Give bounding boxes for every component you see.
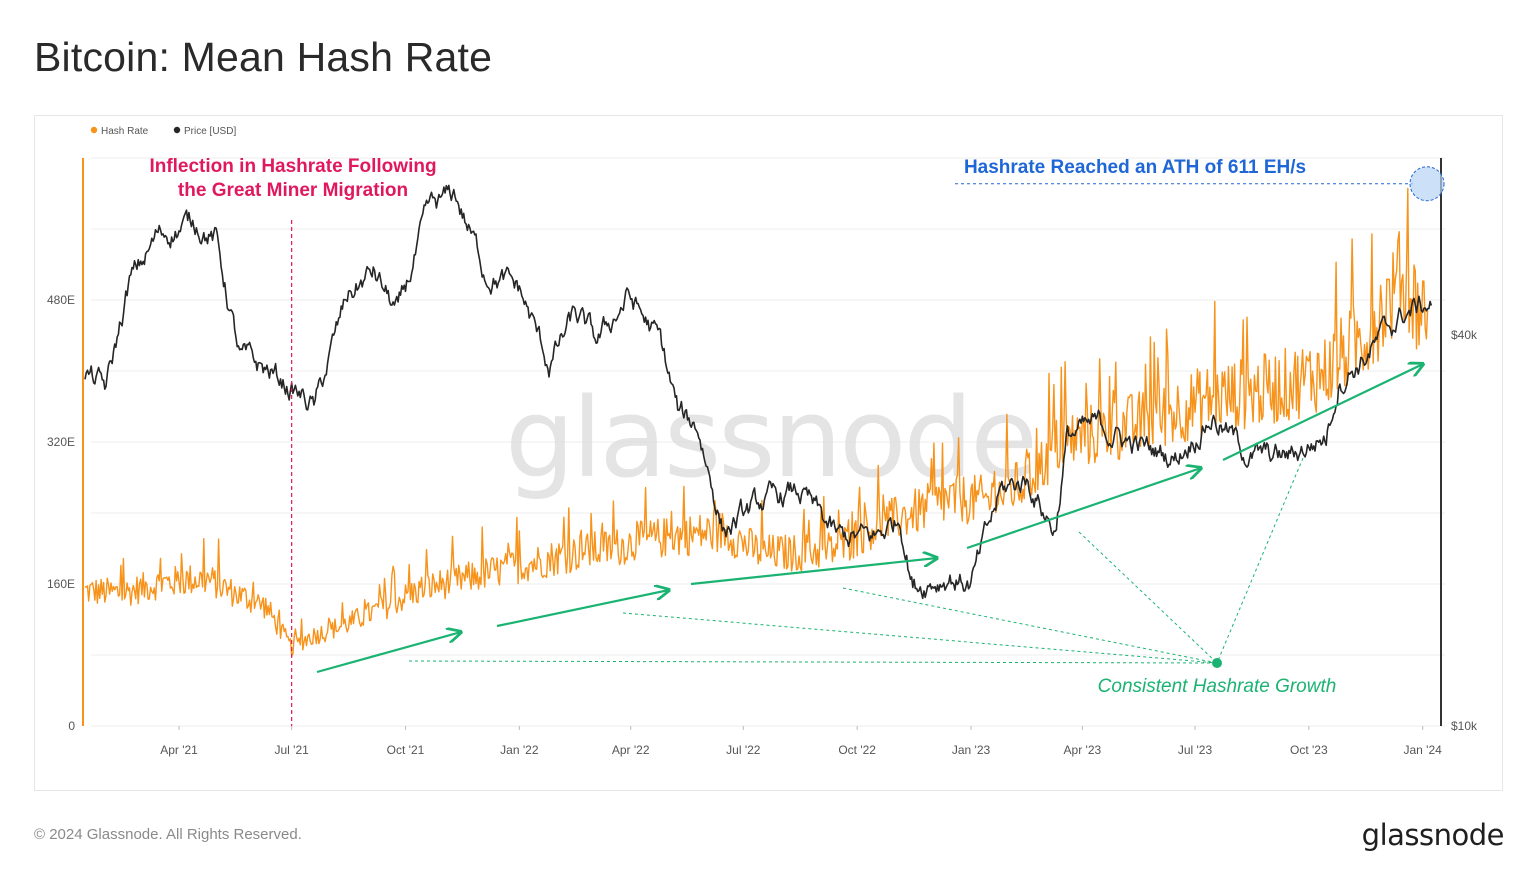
y-right-tick-label: $40k <box>1451 328 1478 342</box>
axes: 0 160E 320E 480E $10k $40k Apr '21 Jul '21 Oct '… <box>47 158 1478 757</box>
legend: Hash Rate Price [USD] <box>90 126 236 137</box>
growth-connector-line <box>408 660 1218 664</box>
x-tick-label: Oct '21 <box>387 743 425 757</box>
inflection-annotation-text: Inflection in Hashrate Following <box>149 156 436 177</box>
x-tick-label: Apr '21 <box>160 743 198 757</box>
y-left-tick-label: 320E <box>47 435 75 449</box>
growth-connector-line <box>1078 531 1218 664</box>
y-left-tick-label: 480E <box>47 293 75 307</box>
legend-label-hash-rate: Hash Rate <box>101 126 149 137</box>
y-right-tick-label: $10k <box>1451 719 1478 733</box>
growth-connector-line <box>842 587 1218 664</box>
copyright-text: © 2024 Glassnode. All Rights Reserved. <box>34 826 302 843</box>
growth-annotation-text: Consistent Hashrate Growth <box>1098 676 1337 697</box>
x-tick-label: Oct '22 <box>838 743 876 757</box>
hash-rate-line <box>84 187 1429 657</box>
x-tick-label: Jul '23 <box>1178 743 1213 757</box>
growth-arrow <box>690 558 937 586</box>
growth-arrow <box>966 468 1201 550</box>
legend-swatch-price <box>173 126 181 134</box>
x-tick-label: Jan '23 <box>952 743 991 757</box>
x-tick-label: Jul '22 <box>726 743 761 757</box>
grid-lines <box>91 157 1445 727</box>
legend-swatch-hash-rate <box>90 126 98 134</box>
series-lines <box>84 184 1433 657</box>
legend-label-price: Price [USD] <box>184 126 236 137</box>
x-tick-label: Apr '22 <box>612 743 650 757</box>
growth-arrow <box>1222 364 1423 461</box>
price-line <box>84 184 1433 600</box>
hash-rate-chart: glassnode 0 160E 320E 480E $10k $40k Apr '21 Ju… <box>47 126 1478 757</box>
ath-annotation-text: Hashrate Reached an ATH of 611 EH/s <box>964 157 1306 178</box>
growth-arrow <box>316 632 461 674</box>
growth-hub-dot <box>1212 658 1222 668</box>
x-tick-label: Apr '23 <box>1064 743 1102 757</box>
watermark-text: glassnode <box>505 374 1035 502</box>
page-title: Bitcoin: Mean Hash Rate <box>34 34 493 80</box>
y-left-tick-label: 160E <box>47 577 75 591</box>
x-tick-label: Jul '21 <box>274 743 309 757</box>
y-left-tick-label: 0 <box>68 719 75 733</box>
x-tick-label: Jan '22 <box>500 743 539 757</box>
growth-arrow <box>496 590 669 628</box>
x-tick-label: Jan '24 <box>1404 743 1443 757</box>
annotations: Inflection in Hashrate Following the Grea… <box>149 156 1445 726</box>
glassnode-logo: glassnode <box>1361 818 1505 852</box>
ath-highlight-circle <box>1409 166 1445 202</box>
x-tick-label: Oct '23 <box>1290 743 1328 757</box>
growth-connector-line <box>1216 457 1304 664</box>
inflection-annotation-text: the Great Miner Migration <box>178 180 408 201</box>
chart-frame: glassnode 0 160E 320E 480E $10k $40k Apr '21 Ju… <box>34 115 1503 791</box>
